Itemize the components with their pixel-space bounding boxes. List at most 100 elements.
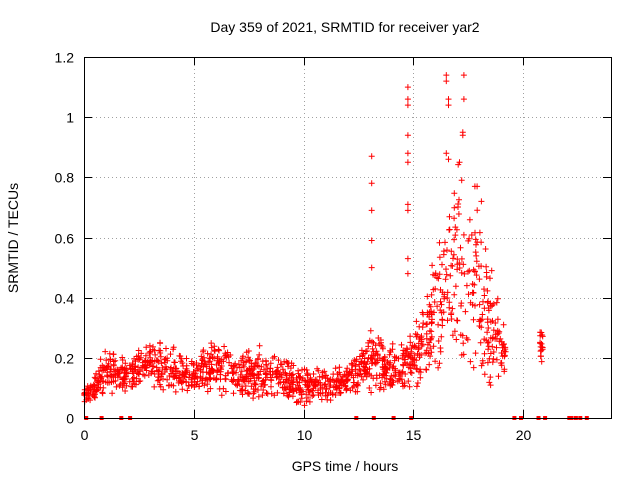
data-point — [157, 383, 164, 390]
data-point — [417, 366, 424, 373]
data-point — [452, 232, 459, 239]
data-point — [155, 368, 162, 375]
data-point — [472, 229, 478, 236]
data-point — [487, 350, 494, 357]
data-point — [285, 363, 291, 370]
data-point — [477, 339, 484, 346]
data-point — [132, 364, 138, 371]
data-point — [476, 276, 483, 283]
data-point — [439, 317, 446, 324]
data-point — [466, 235, 473, 242]
data-point — [218, 363, 225, 369]
data-point — [428, 291, 435, 298]
data-point — [240, 353, 246, 360]
data-point — [146, 342, 153, 349]
data-point — [128, 365, 135, 372]
data-point — [254, 362, 261, 369]
data-point — [245, 354, 252, 361]
data-point — [473, 258, 480, 265]
y-axis-label: SRMTID / TECUs — [5, 183, 21, 293]
data-point — [235, 361, 242, 368]
data-point — [423, 347, 430, 354]
data-point — [494, 295, 501, 302]
data-point — [454, 317, 461, 324]
data-point — [122, 388, 129, 394]
data-point — [452, 224, 459, 231]
data-point — [212, 376, 219, 383]
data-point — [368, 153, 375, 160]
data-point — [301, 402, 308, 409]
data-point — [407, 339, 414, 346]
data-point — [377, 380, 384, 387]
data-point — [304, 371, 311, 378]
data-point — [113, 383, 120, 390]
data-point — [458, 177, 465, 184]
data-point — [119, 357, 126, 363]
data-point — [483, 263, 490, 270]
data-point — [274, 389, 281, 396]
data-point — [467, 299, 474, 306]
data-point — [271, 392, 278, 399]
data-point — [413, 365, 420, 372]
x-tick-label: 0 — [81, 427, 89, 443]
data-point — [336, 384, 343, 391]
data-point — [258, 380, 265, 387]
data-point — [261, 382, 268, 388]
data-point — [486, 379, 493, 386]
data-point — [254, 371, 261, 378]
x-tick-label: 15 — [406, 427, 422, 443]
data-point — [427, 336, 434, 343]
data-point — [91, 374, 98, 381]
data-point — [295, 370, 302, 377]
data-point — [336, 369, 343, 376]
data-point — [247, 357, 254, 364]
data-point — [335, 375, 342, 382]
data-point — [447, 272, 454, 279]
data-point — [120, 376, 127, 383]
data-point — [417, 369, 424, 376]
data-point — [500, 321, 507, 328]
data-point — [256, 351, 263, 358]
data-point — [435, 321, 442, 328]
data-point — [211, 343, 218, 350]
data-point — [361, 359, 368, 366]
data-point — [305, 389, 312, 395]
data-point — [381, 378, 388, 385]
data-point — [200, 369, 206, 376]
data-point — [294, 398, 301, 405]
data-point — [200, 347, 207, 354]
x-tick-label: 5 — [191, 427, 199, 443]
data-point — [381, 357, 388, 364]
data-point — [148, 370, 155, 377]
data-point — [234, 376, 241, 383]
data-point — [368, 352, 375, 359]
data-point — [379, 364, 386, 371]
data-point — [326, 378, 333, 385]
data-point — [466, 267, 473, 274]
data-point — [196, 383, 203, 390]
data-point — [278, 371, 285, 378]
data-point — [364, 358, 371, 365]
data-point — [350, 379, 357, 386]
data-point — [487, 300, 494, 307]
data-point — [445, 96, 452, 103]
data-point — [108, 366, 115, 373]
data-point — [215, 346, 222, 353]
data-point — [465, 268, 471, 275]
data-point — [360, 376, 367, 383]
data-point — [463, 282, 470, 289]
data-point — [441, 295, 448, 302]
data-point — [398, 341, 405, 348]
data-point — [93, 370, 99, 377]
data-point — [478, 263, 485, 270]
data-point — [420, 311, 427, 318]
data-point — [484, 329, 491, 336]
data-point — [456, 159, 463, 166]
data-point — [481, 371, 488, 378]
data-point — [362, 364, 369, 371]
data-point — [312, 381, 319, 388]
data-point — [437, 298, 444, 305]
data-point — [102, 348, 109, 355]
data-point — [495, 373, 502, 380]
data-point — [449, 305, 456, 312]
